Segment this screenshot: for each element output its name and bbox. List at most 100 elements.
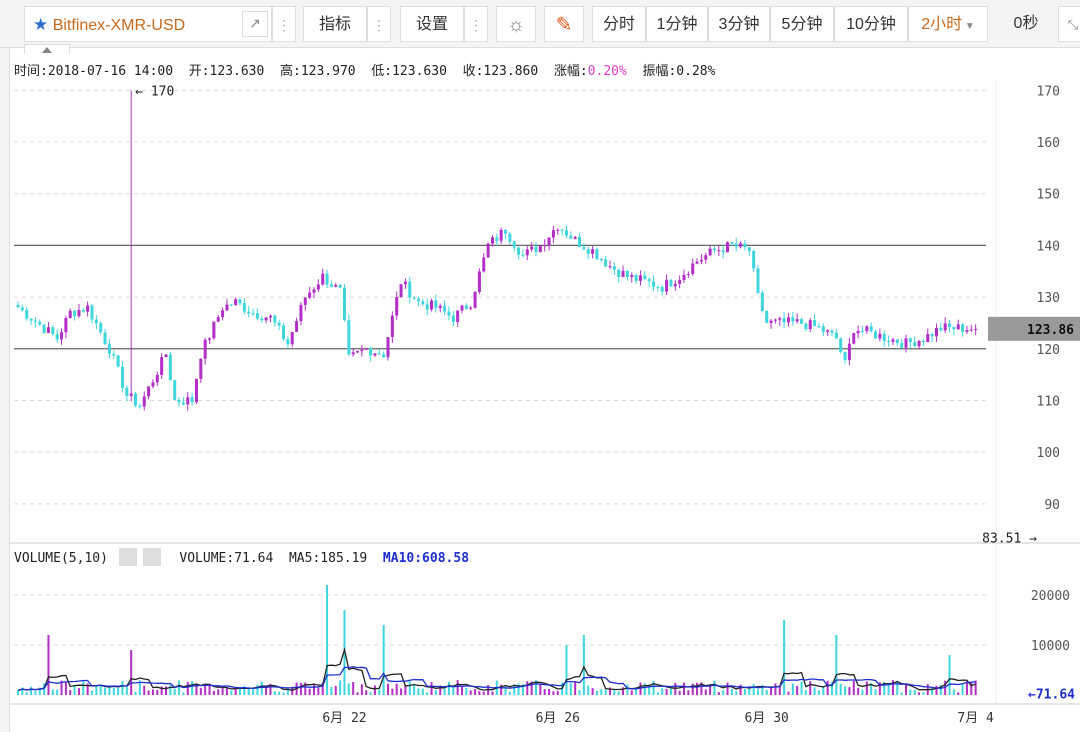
last-price-badge <box>988 316 1080 341</box>
candle-body <box>869 326 873 332</box>
volume-bar <box>147 690 150 695</box>
expand-box-icon[interactable]: ↗ <box>242 11 268 37</box>
toolbar-collapse-tab[interactable] <box>24 44 70 54</box>
volume-bar <box>330 686 333 695</box>
candle-body <box>926 334 930 343</box>
ohlc-info-bar: 时间:2018-07-16 14:00 开:123.630 高:123.970 … <box>14 60 715 79</box>
volume-bar <box>748 686 751 695</box>
volume-bar <box>521 684 524 695</box>
more-dots-icon[interactable]: ⋮ <box>464 6 488 42</box>
gear-icon[interactable] <box>118 548 137 566</box>
candle-body <box>443 305 447 312</box>
star-icon[interactable]: ★ <box>33 15 49 34</box>
candle-body <box>120 366 124 388</box>
candle-body <box>900 343 904 348</box>
candle-body <box>403 281 407 285</box>
volume-bar <box>308 688 311 695</box>
x-axis-label: 6月 22 <box>322 711 366 726</box>
volume-bar <box>326 585 329 695</box>
volume-bar <box>578 689 581 695</box>
candle-body <box>160 357 164 375</box>
candle-body <box>194 378 198 403</box>
candle-body <box>582 246 586 250</box>
volume-bar <box>922 692 925 695</box>
candle-body <box>364 348 368 350</box>
volume-bar <box>143 685 146 695</box>
volume-bar <box>595 691 598 695</box>
candle-body <box>939 327 943 331</box>
chevron-down-icon: ▼ <box>962 21 975 32</box>
volume-bar <box>478 691 481 695</box>
info-change-label: 涨幅: <box>553 64 588 79</box>
candle-body <box>691 263 695 275</box>
candle-body <box>621 270 625 277</box>
volume-bar <box>887 682 890 695</box>
volume-bar <box>678 690 681 695</box>
close-icon[interactable] <box>142 548 161 566</box>
candle-body <box>508 233 512 242</box>
candle-body <box>773 319 777 321</box>
volume-bar <box>269 683 272 695</box>
candle-body <box>412 297 416 299</box>
volume-bar <box>543 689 546 695</box>
more-dots-icon[interactable]: ⋮ <box>367 6 391 42</box>
candle-body <box>216 317 220 322</box>
candle-body <box>556 229 560 231</box>
x-axis-label: 7月 4 <box>957 711 994 726</box>
candle-body <box>138 405 142 407</box>
candle-body <box>525 249 529 256</box>
interval-tab-fenshi[interactable]: 分时 <box>592 6 646 42</box>
candle-body <box>373 353 377 356</box>
volume-bar <box>865 681 868 695</box>
volume-bar <box>321 682 324 695</box>
candle-body <box>456 310 460 323</box>
interval-tab-5min[interactable]: 5分钟 <box>770 6 834 42</box>
candle-body <box>282 325 286 340</box>
volume-bar <box>696 682 699 695</box>
volume-bar <box>844 686 847 695</box>
candle-body <box>434 300 438 308</box>
indicators-button[interactable]: 指标 <box>303 6 367 42</box>
candle-body <box>164 354 168 358</box>
volume-bar <box>796 685 799 695</box>
candle-body <box>726 242 730 253</box>
candle-body <box>460 305 464 311</box>
interval-tab-2hour-active[interactable]: 2小时 ▼ <box>908 6 988 42</box>
pencil-icon[interactable]: ✎ <box>544 6 584 42</box>
volume-bar <box>857 687 860 695</box>
left-edge-bar <box>0 48 10 732</box>
max-price-label: ← 170 <box>135 84 174 99</box>
volume-bar <box>778 686 781 695</box>
volume-bar <box>491 691 494 695</box>
candle-body <box>786 317 790 323</box>
candle-body <box>268 315 272 318</box>
volume-bar <box>108 685 111 695</box>
candle-body <box>73 310 77 317</box>
volume-bar <box>691 683 694 695</box>
candle-body <box>586 249 590 254</box>
volume-bar <box>295 682 298 695</box>
volume-bar <box>104 687 107 695</box>
volume-bar <box>822 686 825 695</box>
interval-tab-3min[interactable]: 3分钟 <box>708 6 770 42</box>
interval-tab-1min[interactable]: 1分钟 <box>646 6 708 42</box>
volume-bar <box>700 682 703 695</box>
volume-tick-label: 20000 <box>1031 589 1070 604</box>
fullscreen-icon[interactable]: ⤡ <box>1058 6 1080 42</box>
settings-button[interactable]: 设置 <box>400 6 464 42</box>
candle-body <box>199 358 203 379</box>
interval-tab-10min[interactable]: 10分钟 <box>834 6 908 42</box>
candle-body <box>538 245 542 253</box>
min-price-label: 83.51 → <box>982 531 1037 546</box>
candle-body <box>473 291 477 308</box>
volume-bar <box>974 680 977 695</box>
volume-bar <box>600 689 603 695</box>
theme-sun-icon[interactable]: ☼ <box>496 6 536 42</box>
more-dots-icon[interactable]: ⋮ <box>272 6 296 42</box>
volume-ma5: MA5:185.19 <box>288 551 368 566</box>
symbol-selector[interactable]: ★ Bitfinex-XMR-USD <box>24 6 272 42</box>
volume-bar <box>469 690 472 695</box>
price-tick-label: 110 <box>1037 394 1060 409</box>
candle-body <box>94 319 98 324</box>
